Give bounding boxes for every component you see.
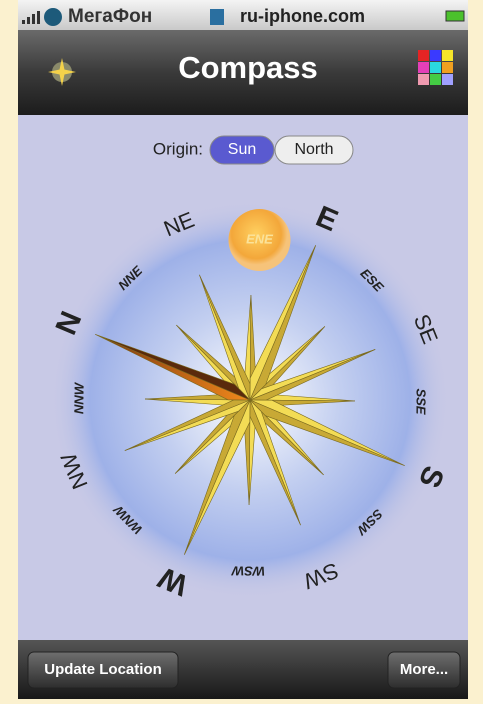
page: МегаФон ru-iphone.com Compass Origin: Su… xyxy=(0,0,483,699)
direction-label: WSW xyxy=(230,563,265,578)
toolbar-button-label[interactable]: More... xyxy=(400,661,448,678)
direction-label: NNW xyxy=(71,381,86,414)
carrier-logo xyxy=(44,8,62,26)
nav-title: Compass xyxy=(178,50,318,85)
direction-label: SSE xyxy=(413,388,428,414)
toolbar-button-label[interactable]: Update Location xyxy=(44,661,162,678)
origin-label: Origin: xyxy=(153,139,203,158)
segment-label[interactable]: Sun xyxy=(228,141,256,158)
carrier: МегаФон xyxy=(68,6,152,27)
screen: МегаФон ru-iphone.com Compass Origin: Su… xyxy=(0,0,483,699)
direction-label: ENE xyxy=(246,231,273,246)
status-url: ru-iphone.com xyxy=(240,6,365,26)
edge-icon xyxy=(210,9,224,25)
segment-label[interactable]: North xyxy=(294,141,333,158)
segmented-control: Sun North xyxy=(210,136,353,164)
menu-grid-icon[interactable] xyxy=(418,50,453,85)
battery-icon xyxy=(446,11,464,21)
